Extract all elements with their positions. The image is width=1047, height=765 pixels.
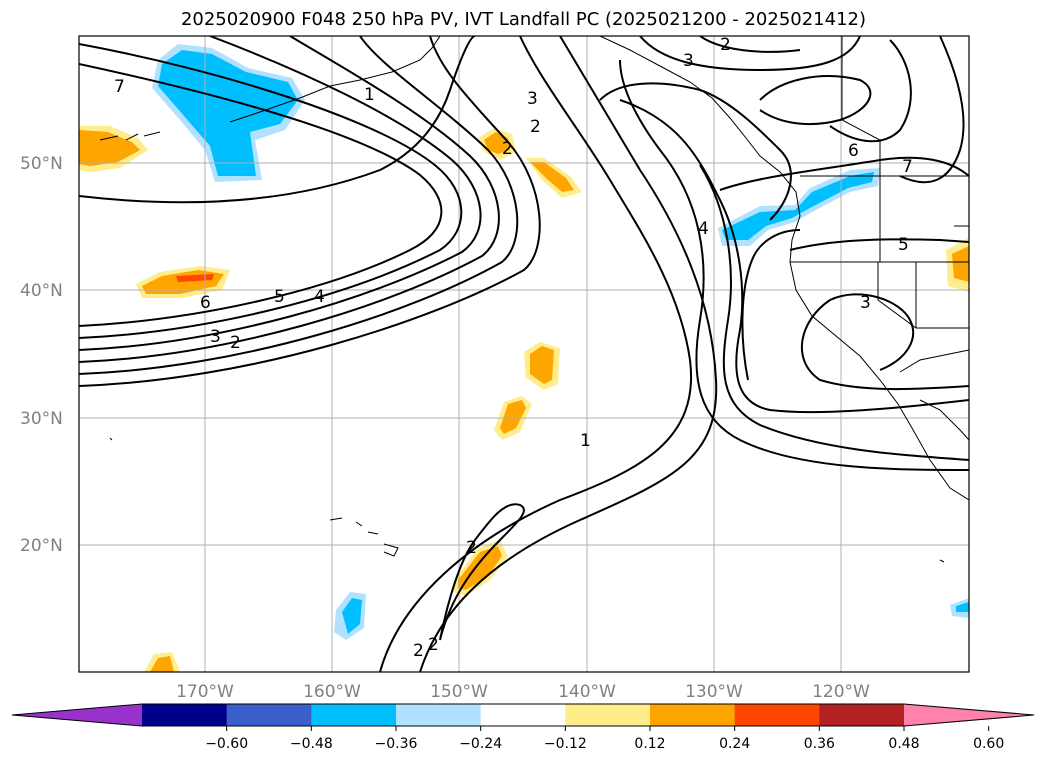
contour-label: 1	[364, 85, 375, 105]
contour-label: 2	[720, 35, 731, 55]
contour-label: 2	[530, 117, 541, 137]
colorbar-tick-label: −0.60	[205, 736, 248, 752]
lon-label: 150°W	[430, 682, 488, 702]
latitude-labels: 50°N 40°N 30°N 20°N	[20, 154, 63, 556]
negative-anomaly-region	[342, 598, 362, 634]
lon-label: 120°W	[812, 682, 870, 702]
contour-label: 5	[274, 287, 285, 307]
contour-label: 3	[210, 327, 221, 347]
contour-label: 5	[898, 235, 909, 255]
lat-label: 40°N	[20, 281, 63, 301]
positive-anomaly-region	[79, 130, 140, 166]
anomaly-shading	[79, 44, 969, 672]
positive-anomaly-region	[458, 546, 502, 590]
colorbar-tick-label: −0.12	[544, 736, 587, 752]
contour-label: 2	[413, 641, 424, 661]
colorbar: −0.60 −0.48 −0.36 −0.24 −0.12 0.12 0.24 0.36 0.4…	[11, 703, 1035, 752]
contour-label: 2	[230, 333, 241, 353]
negative-anomaly-region	[956, 602, 969, 612]
lat-label: 20°N	[20, 536, 63, 556]
positive-anomaly-region	[530, 346, 554, 384]
colorbar-segment	[565, 704, 651, 726]
colorbar-tick-label: 0.12	[634, 736, 665, 752]
colorbar-tick-label: 0.36	[804, 736, 835, 752]
contour-label: 3	[683, 51, 694, 71]
negative-anomaly-region	[158, 50, 298, 176]
contour-label: 2	[428, 635, 439, 655]
positive-anomaly-region	[530, 162, 574, 192]
colorbar-segment	[650, 704, 736, 726]
positive-anomaly-region	[952, 246, 969, 282]
contour-label: 2	[502, 139, 513, 159]
lon-label: 130°W	[685, 682, 743, 702]
contour-label: 7	[902, 157, 913, 177]
lon-label: 170°W	[176, 682, 234, 702]
colorbar-segment	[734, 704, 820, 726]
positive-anomaly-region	[150, 656, 174, 672]
lat-label: 30°N	[20, 409, 63, 429]
plot-frame	[78, 35, 970, 673]
colorbar-outline	[11, 703, 1035, 727]
colorbar-tick-label: 0.24	[719, 736, 750, 752]
colorbar-segment	[142, 704, 228, 726]
colorbar-tick-label: 0.60	[973, 736, 1004, 752]
colorbar-extend-low	[12, 704, 142, 726]
colorbar-segment	[226, 704, 312, 726]
contour-label: 6	[848, 141, 859, 161]
map-title: 2025020900 F048 250 hPa PV, IVT Landfall…	[180, 9, 867, 30]
pv-contours	[79, 36, 969, 672]
contour-labels: 7 1 3 2 3 2 2 4 6 7 5 3 6 5 4 3 2 1 2 2 …	[114, 35, 913, 661]
graticule	[79, 36, 969, 672]
contour-label: 3	[527, 89, 538, 109]
lon-label: 160°W	[303, 682, 361, 702]
contour-label: 4	[698, 219, 709, 239]
colorbar-tick-label: −0.48	[290, 736, 333, 752]
contour-label: 7	[114, 77, 125, 97]
colorbar-segment	[480, 704, 566, 726]
contour-label: 6	[200, 293, 211, 313]
negative-anomaly-region	[722, 172, 874, 240]
colorbar-segment	[311, 704, 397, 726]
contour-label: 3	[860, 293, 871, 313]
colorbar-tick-label: −0.24	[459, 736, 502, 752]
colorbar-tick-label: −0.36	[375, 736, 418, 752]
contour-label: 2	[466, 538, 477, 558]
lon-label: 140°W	[558, 682, 616, 702]
colorbar-segment	[819, 704, 905, 726]
contour-label: 1	[580, 431, 591, 451]
contour-label: 4	[314, 287, 325, 307]
colorbar-tick-label: 0.48	[888, 736, 919, 752]
longitude-labels: 170°W 160°W 150°W 140°W 130°W 120°W	[176, 682, 870, 702]
positive-anomaly-region	[500, 400, 526, 434]
colorbar-extend-high	[904, 704, 1034, 726]
lat-label: 50°N	[20, 154, 63, 174]
colorbar-segment	[396, 704, 482, 726]
